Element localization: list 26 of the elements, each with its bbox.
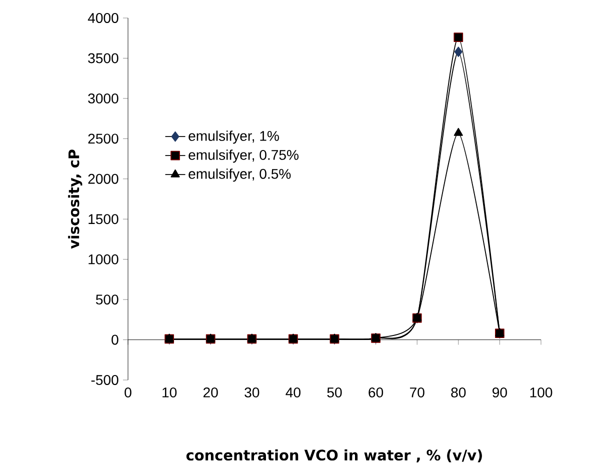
y-tick-label: 1000 [88, 254, 118, 264]
x-tick-label: 90 [492, 387, 507, 398]
y-tick-label: 0 [112, 334, 118, 345]
x-tick-label: 30 [244, 387, 260, 398]
y-tick-label: 4000 [88, 12, 118, 23]
x-tick-label: 50 [327, 387, 342, 398]
y-tick-label: 2500 [88, 134, 118, 144]
y-tick-label: 500 [96, 294, 118, 304]
legend-label: emulsifyer, 0.75% [188, 149, 299, 163]
x-tick-label: 80 [451, 387, 466, 398]
x-tick-label: 10 [162, 387, 177, 398]
x-tick-label: 70 [410, 387, 424, 398]
y-tick-label: 3500 [88, 53, 118, 64]
x-tick-label: 0 [124, 387, 132, 398]
x-tick-label: 100 [530, 387, 552, 398]
y-tick-label: 2000 [88, 174, 118, 184]
y-tick-label: 3000 [88, 93, 118, 104]
legend-label: emulsifyer, 0.5% [188, 168, 291, 182]
x-tick-label: 20 [203, 387, 218, 398]
x-axis-title: concentration VCO in water , % (v/v) [186, 449, 482, 462]
legend-label: emulsifyer, 1% [188, 130, 279, 144]
y-axis-title: viscosity, cP [68, 149, 82, 249]
y-tick-label: -500 [91, 374, 118, 385]
y-tick-label: 1500 [88, 214, 118, 224]
x-tick-label: 60 [368, 387, 384, 398]
x-tick-label: 40 [286, 387, 300, 398]
